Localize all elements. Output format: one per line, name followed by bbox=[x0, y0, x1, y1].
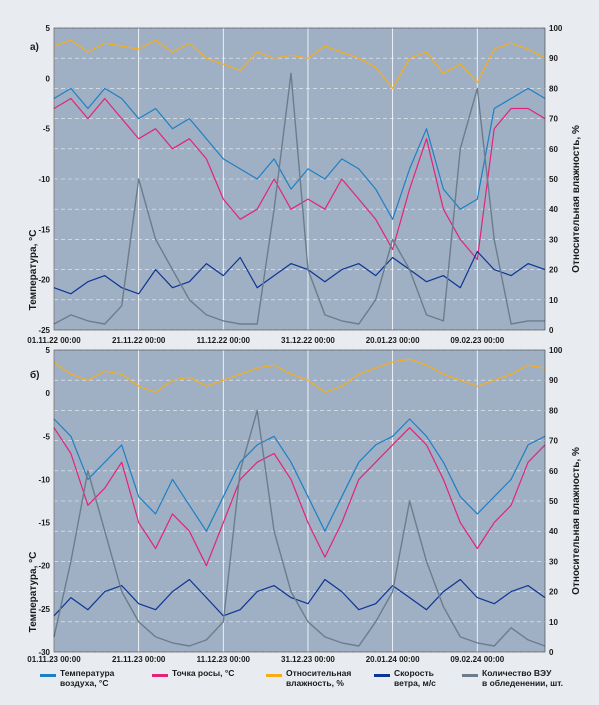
y-tick-label-right: 70 bbox=[549, 437, 558, 446]
x-tick-label: 01.11.22 00:00 bbox=[27, 336, 81, 345]
y-tick-label-right: 20 bbox=[549, 266, 558, 275]
y-tick-label-left: 5 bbox=[46, 24, 51, 33]
y-tick-label-right: 20 bbox=[549, 588, 558, 597]
x-tick-label: 11.12.23 00:00 bbox=[197, 655, 251, 664]
x-tick-label: 31.12.22 00:00 bbox=[281, 336, 335, 345]
chart-legend: Температура воздуха, °С Точка росы, °С О… bbox=[40, 668, 595, 702]
y-tick-label-right: 10 bbox=[549, 296, 558, 305]
y-axis-title-right: Относительная влажность, % bbox=[571, 447, 582, 595]
legend-label-dew-point: Точка росы, °С bbox=[172, 668, 235, 678]
y-tick-label-left: -20 bbox=[38, 562, 50, 571]
y-axis-title-right: Относительная влажность, % bbox=[571, 125, 582, 273]
y-tick-label-left: 0 bbox=[46, 389, 51, 398]
x-tick-label: 21.11.23 00:00 bbox=[112, 655, 166, 664]
y-tick-label-right: 60 bbox=[549, 467, 558, 476]
y-tick-label-left: -10 bbox=[38, 175, 50, 184]
series-line-icing-count bbox=[53, 409, 546, 647]
plot-frame bbox=[53, 349, 546, 653]
panel-label: б) bbox=[30, 369, 40, 381]
y-tick-label-left: -30 bbox=[38, 648, 50, 657]
series-line-humidity bbox=[53, 39, 546, 90]
chart-panel-b: 50-5-10-15-20-25-30100908070605040302010… bbox=[27, 346, 582, 664]
chart-panel-a: 50-5-10-15-20-25100908070605040302010001… bbox=[27, 24, 582, 345]
y-tick-label-left: -25 bbox=[38, 605, 50, 614]
legend-swatch-temperature bbox=[40, 674, 56, 677]
y-tick-label-right: 0 bbox=[549, 326, 554, 335]
series-line-wind-speed bbox=[53, 578, 546, 617]
panel-label: а) bbox=[30, 42, 39, 53]
y-tick-label-right: 40 bbox=[549, 527, 558, 536]
legend-item-dew-point: Точка росы, °С bbox=[152, 668, 234, 678]
series-line-humidity bbox=[53, 358, 546, 393]
y-tick-label-right: 50 bbox=[549, 175, 558, 184]
legend-item-icing-count: Количество ВЭУ в обледенении, шт. bbox=[462, 668, 563, 688]
legend-label-icing-count: Количество ВЭУ в обледенении, шт. bbox=[482, 668, 563, 688]
x-tick-label: 11.12.22 00:00 bbox=[197, 336, 251, 345]
y-axis-title-left: Температура, °С bbox=[28, 552, 39, 633]
x-tick-label: 21.11.22 00:00 bbox=[112, 336, 166, 345]
legend-swatch-wind-speed bbox=[374, 674, 390, 677]
y-tick-label-left: -20 bbox=[38, 276, 50, 285]
series-line-dew-point bbox=[53, 427, 546, 567]
y-tick-label-left: -15 bbox=[38, 225, 50, 234]
y-tick-label-right: 90 bbox=[549, 54, 558, 63]
y-tick-label-right: 10 bbox=[549, 618, 558, 627]
y-tick-label-right: 100 bbox=[549, 24, 563, 33]
legend-item-temperature: Температура воздуха, °С bbox=[40, 668, 114, 688]
y-tick-label-left: -10 bbox=[38, 475, 50, 484]
legend-item-humidity: Относительная влажность, % bbox=[266, 668, 351, 688]
x-tick-label: 31.12.23 00:00 bbox=[281, 655, 335, 664]
y-tick-label-right: 90 bbox=[549, 376, 558, 385]
y-tick-label-left: -25 bbox=[38, 326, 50, 335]
y-tick-label-right: 80 bbox=[549, 84, 558, 93]
y-tick-label-left: -5 bbox=[43, 432, 51, 441]
legend-swatch-icing-count bbox=[462, 674, 478, 677]
legend-label-humidity: Относительная влажность, % bbox=[286, 668, 352, 688]
y-tick-label-right: 50 bbox=[549, 497, 558, 506]
y-tick-label-left: 0 bbox=[46, 74, 51, 83]
x-tick-label: 01.11.23 00:00 bbox=[27, 655, 81, 664]
series-line-icing-count bbox=[53, 72, 545, 325]
series-line-wind-speed bbox=[53, 250, 546, 295]
series-line-temperature bbox=[53, 418, 546, 532]
x-tick-label: 09.02.23 00:00 bbox=[450, 336, 504, 345]
y-tick-label-right: 70 bbox=[549, 115, 558, 124]
y-tick-label-right: 100 bbox=[549, 346, 563, 355]
y-tick-label-right: 60 bbox=[549, 145, 558, 154]
y-tick-label-right: 30 bbox=[549, 235, 558, 244]
series-line-dew-point bbox=[53, 97, 546, 261]
y-tick-label-right: 0 bbox=[549, 648, 554, 657]
y-axis-title-left: Температура, °С bbox=[28, 230, 39, 311]
x-tick-label: 20.01.23 00:00 bbox=[366, 336, 420, 345]
y-tick-label-left: 5 bbox=[46, 346, 51, 355]
y-tick-label-right: 30 bbox=[549, 557, 558, 566]
plot-frame bbox=[53, 27, 546, 331]
legend-label-wind-speed: Скорость ветра, м/с bbox=[394, 668, 436, 688]
x-tick-label: 09.02.24 00:00 bbox=[450, 655, 504, 664]
y-tick-label-right: 40 bbox=[549, 205, 558, 214]
x-tick-label: 20.01.24 00:00 bbox=[366, 655, 420, 664]
legend-item-wind-speed: Скорость ветра, м/с bbox=[374, 668, 436, 688]
legend-swatch-dew-point bbox=[152, 674, 168, 677]
y-tick-label-left: -15 bbox=[38, 519, 50, 528]
y-tick-label-right: 80 bbox=[549, 406, 558, 415]
legend-label-temperature: Температура воздуха, °С bbox=[60, 668, 115, 688]
y-tick-label-left: -5 bbox=[43, 125, 51, 134]
legend-swatch-humidity bbox=[266, 674, 282, 677]
